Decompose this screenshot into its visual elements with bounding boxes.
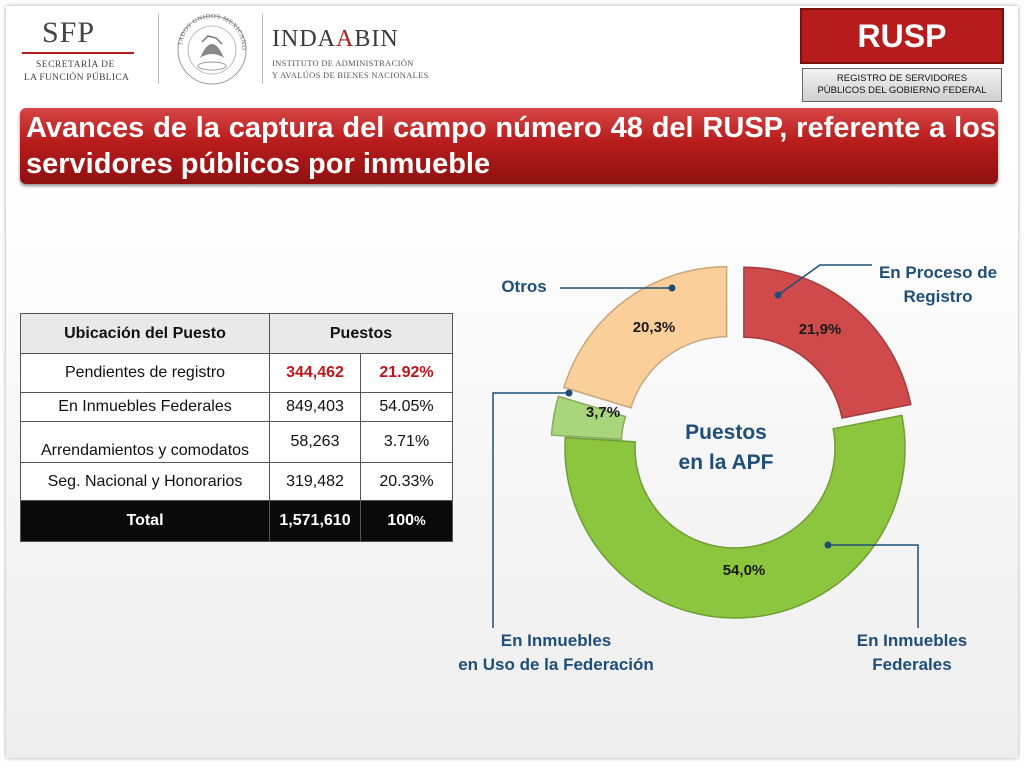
row-value: 849,403 <box>269 392 361 422</box>
indaabin-abbr-b: A <box>336 26 355 52</box>
slice-category-label: en Uso de la Federación <box>458 655 654 674</box>
callout-leader-line <box>828 544 919 628</box>
center-label-line2: en la APF <box>679 451 774 474</box>
row-label: En Inmuebles Federales <box>20 392 270 422</box>
row-label: Seg. Nacional y Honorarios <box>20 462 270 501</box>
slice-value-label: 54,0% <box>723 562 766 579</box>
header-divider <box>158 14 159 84</box>
rusp-subtitle-line1: REGISTRO DE SERVIDORES <box>836 73 968 84</box>
row-value: 319,482 <box>269 462 361 501</box>
row-pct: 21.92% <box>360 353 453 393</box>
mexico-seal-logo: ESTADOS UNIDOS MEXICANOS <box>170 1 252 90</box>
donut-slices <box>550 266 912 619</box>
callout-dot <box>824 541 832 549</box>
callout-dot <box>668 284 676 292</box>
callout-leader-line <box>492 392 569 628</box>
header-divider <box>262 14 263 84</box>
table-row: Seg. Nacional y Honorarios 319,482 20.33… <box>20 462 453 501</box>
total-value: 1,571,610 <box>269 500 361 542</box>
total-pct-symbol: % <box>414 513 426 528</box>
donut-slice <box>550 395 627 441</box>
title-bar <box>20 108 998 184</box>
indaabin-logo: INDAABIN INSTITUTO DE ADMINISTRACIÓN Y A… <box>272 26 428 86</box>
indaabin-line2: Y AVALÚOS DE BIENES NACIONALES <box>272 70 429 80</box>
slice-category-label: En Inmuebles <box>501 631 612 650</box>
rusp-subtitle-line2: PÚBLICOS DEL GOBIERNO FEDERAL <box>817 85 987 96</box>
indaabin-line1: INSTITUTO DE ADMINISTRACIÓN <box>272 58 414 68</box>
slice-category-label: En Inmuebles <box>857 631 968 650</box>
row-pct: 54.05% <box>360 392 453 422</box>
indaabin-abbr: INDAABIN <box>272 26 399 53</box>
page-title: Avances de la captura del campo número 4… <box>26 112 996 180</box>
slice-category-label: Registro <box>904 287 973 306</box>
row-pct: 20.33% <box>360 462 453 501</box>
total-label: Total <box>20 500 270 542</box>
donut-slice <box>743 266 912 419</box>
callout-leaders <box>492 264 919 628</box>
slice-value-label: 3,7% <box>586 404 620 421</box>
callout-leader-line <box>777 264 872 296</box>
slice-category-label: En Proceso de <box>879 263 997 282</box>
sfp-red-line <box>22 52 134 54</box>
table-row: En Inmuebles Federales 849,403 54.05% <box>20 392 453 422</box>
indaabin-abbr-a: INDA <box>272 26 336 52</box>
table-total-row: Total 1,571,610 100% <box>20 500 453 542</box>
row-value: 344,462 <box>269 353 361 393</box>
table-row: Arrendamientos y comodatos 58,263 3.71% <box>20 421 453 463</box>
slice-value-label: 21,9% <box>799 321 842 338</box>
total-pct-value: 100 <box>387 512 415 529</box>
rusp-badge: RUSP <box>800 8 1004 64</box>
sfp-line1: SECRETARÍA DE <box>36 60 115 70</box>
callout-dot <box>774 291 782 299</box>
slice-category-label: Otros <box>501 277 546 296</box>
table-row: Pendientes de registro 344,462 21.92% <box>20 353 453 393</box>
table-header-puestos: Puestos <box>269 313 453 354</box>
donut-slice <box>563 266 728 409</box>
donut-slice <box>564 414 906 619</box>
center-label-line1: Puestos <box>685 421 767 444</box>
callout-labels: 21,9% 54,0% 3,7% 20,3% En Proceso de Registro… <box>458 263 997 674</box>
sfp-logo: SFP SECRETARÍA DE LA FUNCIÓN PÚBLICA <box>22 16 142 86</box>
sfp-abbr: SFP <box>42 16 96 49</box>
slice-category-label: Federales <box>872 655 951 674</box>
table-header-row: Ubicación del Puesto Puestos <box>20 313 453 354</box>
indaabin-abbr-c: BIN <box>354 26 399 52</box>
callout-dot <box>565 389 573 397</box>
puestos-table: Ubicación del Puesto Puestos Pendientes … <box>20 313 453 542</box>
row-label: Pendientes de registro <box>20 353 270 393</box>
sfp-line2: LA FUNCIÓN PÚBLICA <box>24 73 130 83</box>
row-label: Arrendamientos y comodatos <box>20 421 270 463</box>
slice-value-label: 20,3% <box>633 319 676 336</box>
total-pct: 100% <box>360 500 453 542</box>
table-header-ubicacion: Ubicación del Puesto <box>20 313 270 354</box>
rusp-subtitle: REGISTRO DE SERVIDORES PÚBLICOS DEL GOBI… <box>802 68 1002 102</box>
